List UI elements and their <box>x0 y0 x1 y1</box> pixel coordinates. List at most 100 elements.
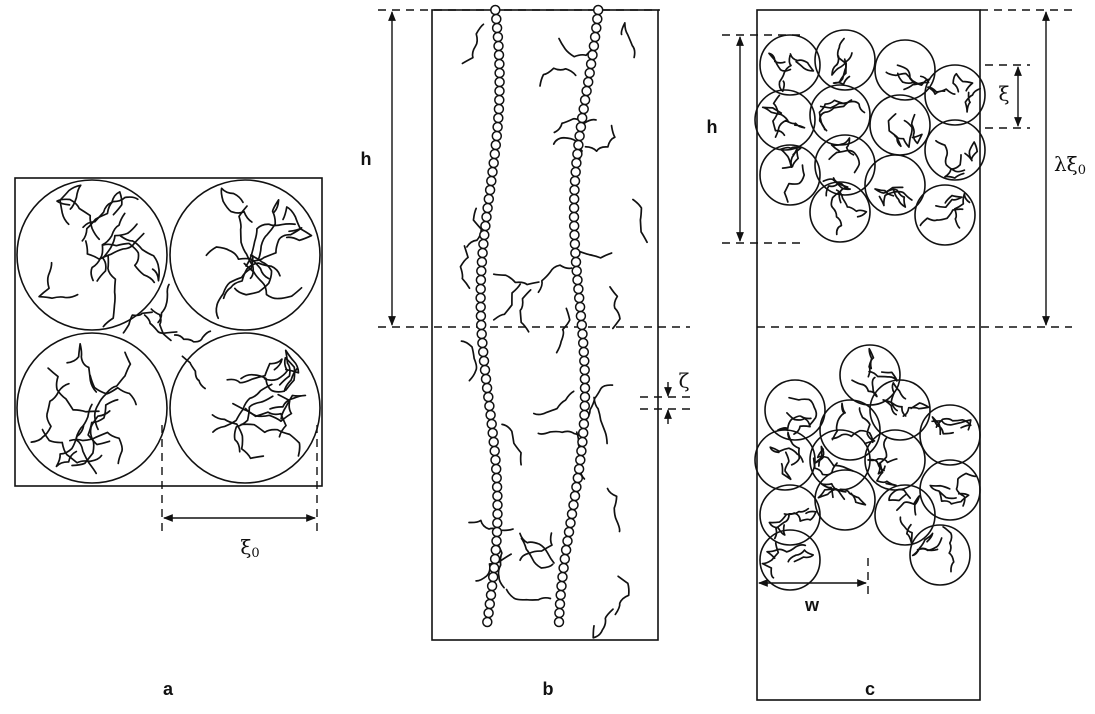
bead <box>489 573 498 582</box>
bead <box>569 501 578 510</box>
chain <box>534 391 574 414</box>
chain <box>494 284 520 320</box>
bead <box>576 123 585 132</box>
chain <box>633 200 647 243</box>
chain <box>462 24 483 63</box>
bead <box>492 537 501 546</box>
subscript: 0 <box>251 546 259 561</box>
drawing <box>15 6 1072 701</box>
chain <box>953 74 972 92</box>
bead <box>491 141 500 150</box>
chain <box>789 398 816 426</box>
blob <box>910 525 970 585</box>
chain <box>832 53 852 75</box>
chain <box>936 141 965 172</box>
chain <box>507 590 551 600</box>
bead <box>576 312 585 321</box>
panel-label: b <box>543 679 554 699</box>
chain <box>621 23 634 58</box>
bead <box>593 15 602 24</box>
blob <box>920 460 980 520</box>
bead <box>494 42 503 51</box>
bead <box>557 582 566 591</box>
bead <box>491 6 500 15</box>
blob <box>170 180 320 330</box>
bead <box>580 411 589 420</box>
chain <box>930 486 956 499</box>
symbol: ξ <box>240 535 251 559</box>
bead <box>579 429 588 438</box>
bead <box>482 213 491 222</box>
chain <box>227 359 282 383</box>
bead <box>581 393 590 402</box>
bead <box>570 231 579 240</box>
bead <box>578 438 587 447</box>
blob <box>875 485 935 545</box>
chain <box>123 312 152 333</box>
subscript: 0 <box>1078 163 1086 178</box>
bead <box>558 573 567 582</box>
bead <box>483 384 492 393</box>
bead <box>572 483 581 492</box>
chain <box>280 350 299 384</box>
w-label: w <box>804 595 820 615</box>
bead <box>571 249 580 258</box>
chain <box>469 520 513 530</box>
bead <box>571 492 580 501</box>
bead <box>493 510 502 519</box>
chain <box>829 151 859 173</box>
chain <box>888 114 900 146</box>
bead <box>479 240 488 249</box>
bead <box>571 168 580 177</box>
bead <box>481 222 490 231</box>
chain <box>912 115 922 144</box>
bead <box>573 276 582 285</box>
chain <box>928 87 955 94</box>
chain <box>778 416 811 430</box>
chain <box>615 576 629 614</box>
chain <box>965 142 977 161</box>
bead <box>480 231 489 240</box>
chain <box>31 384 69 442</box>
bead <box>492 465 501 474</box>
bead <box>493 492 502 501</box>
chain <box>819 100 843 130</box>
bead <box>484 393 493 402</box>
bead <box>490 150 499 159</box>
bead <box>495 60 504 69</box>
figure: ξ0 h ζ h ξ λξ0 w a b c <box>0 0 1095 714</box>
bead <box>562 546 571 555</box>
chain <box>790 54 813 71</box>
bead <box>566 519 575 528</box>
bead <box>477 267 486 276</box>
chain <box>894 121 912 147</box>
h-label: h <box>707 117 718 137</box>
bead <box>579 348 588 357</box>
bead <box>568 510 577 519</box>
bead <box>575 294 584 303</box>
bead <box>476 303 485 312</box>
bead <box>585 69 594 78</box>
bead <box>484 609 493 618</box>
bead <box>490 447 499 456</box>
chain <box>212 415 263 458</box>
bead <box>580 375 589 384</box>
chain <box>834 59 850 84</box>
bead <box>493 123 502 132</box>
bead <box>572 159 581 168</box>
bead <box>570 240 579 249</box>
bead <box>495 96 504 105</box>
bead <box>584 78 593 87</box>
bead <box>555 609 564 618</box>
chain <box>39 263 78 298</box>
zeta-label: ζ <box>679 369 690 393</box>
bead <box>579 105 588 114</box>
bead <box>494 105 503 114</box>
bead <box>555 618 564 627</box>
bead <box>574 285 583 294</box>
chain <box>460 246 469 288</box>
blob <box>820 400 880 460</box>
blob <box>920 405 980 465</box>
bead <box>575 465 584 474</box>
box-b <box>432 10 658 640</box>
